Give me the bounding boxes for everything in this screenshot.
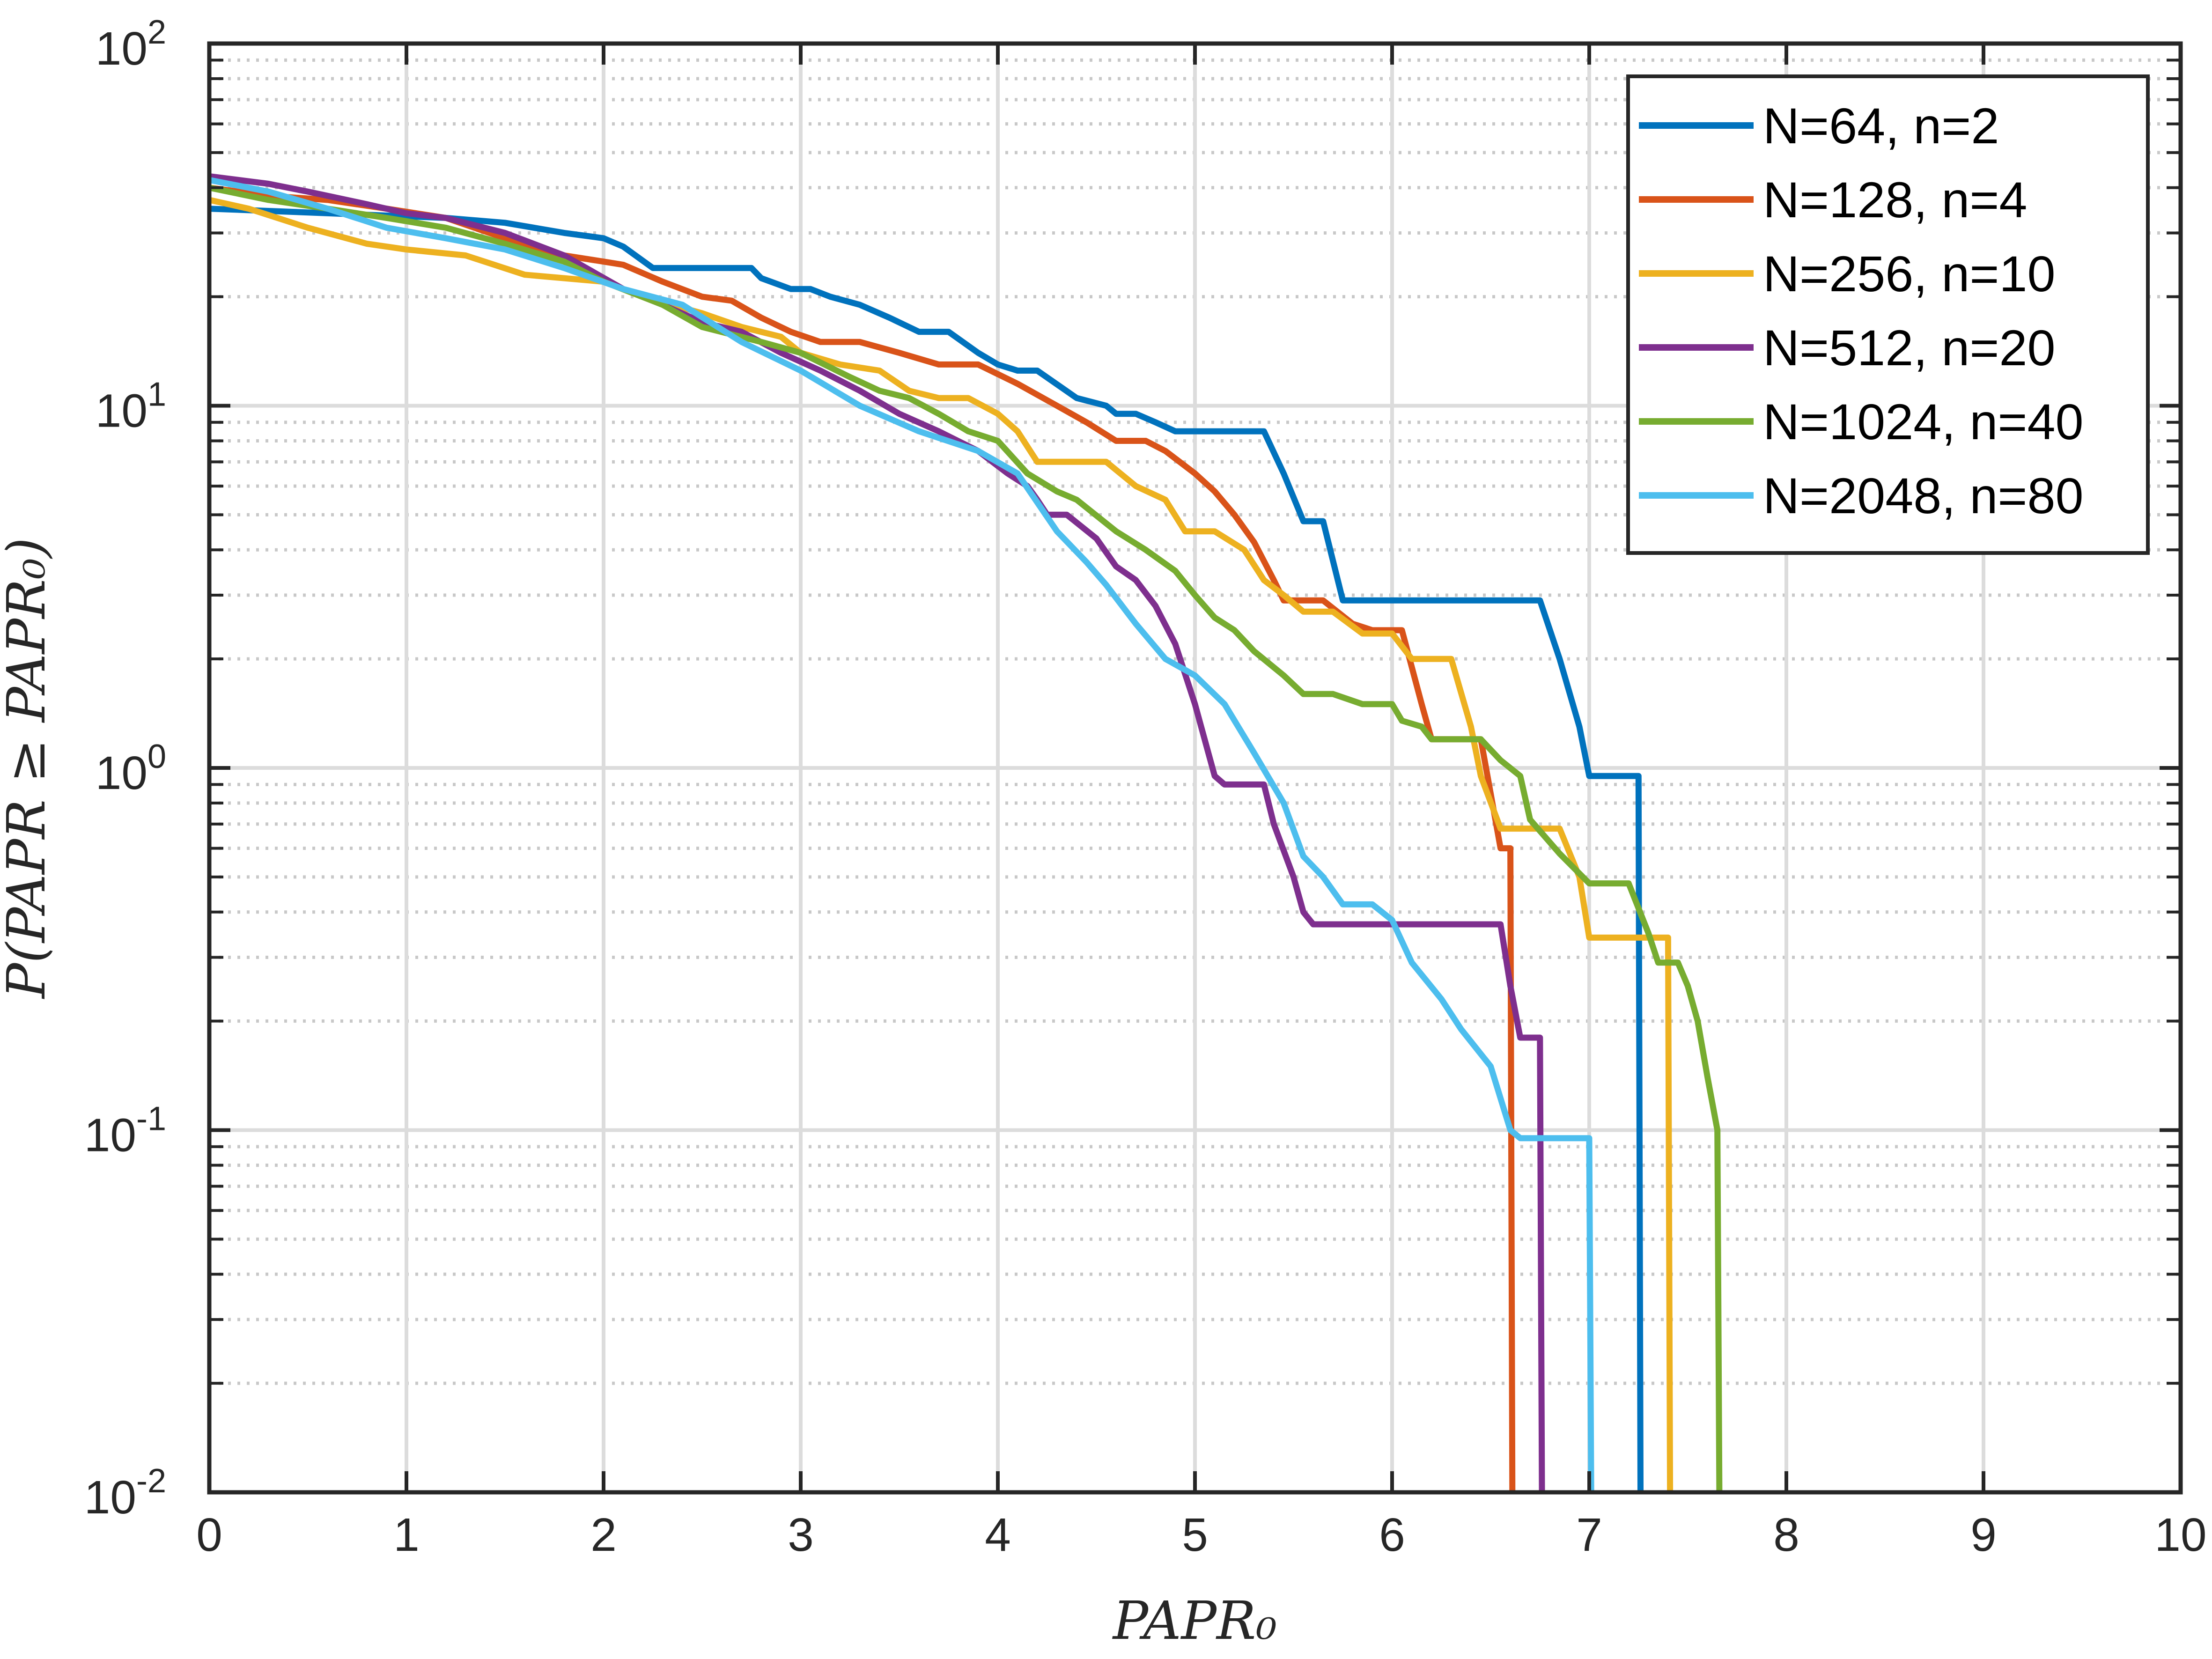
series-layer — [209, 173, 1723, 1492]
y-tick-label: 100 — [96, 738, 166, 799]
x-tick-label: 1 — [393, 1509, 420, 1561]
series-line-2 — [209, 184, 1516, 1492]
x-tick-label: 2 — [590, 1509, 617, 1561]
legend-label-3: N=256, n=10 — [1763, 245, 2056, 302]
x-tick-label: 3 — [788, 1509, 814, 1561]
series-line-5 — [209, 184, 1723, 1492]
x-tick-labels: 0 1 2 3 4 5 6 7 8 9 10 — [196, 1509, 2206, 1561]
x-tick-label: 9 — [1970, 1509, 1997, 1561]
y-tick-label: 10-2 — [84, 1462, 166, 1524]
legend-label-5: N=1024, n=40 — [1763, 393, 2084, 450]
y-tick-label: 101 — [96, 376, 166, 437]
legend: N=64, n=2 N=128, n=4 N=256, n=10 N=512, n=2… — [1626, 74, 2150, 555]
y-tick-labels: 10-2 10-1 100 101 102 — [84, 14, 166, 1524]
x-tick-label: 5 — [1182, 1509, 1208, 1561]
y-axis-label: P(PAPR ≥ PAPR₀) — [0, 538, 57, 999]
legend-label-2: N=128, n=4 — [1763, 171, 2027, 228]
legend-label-6: N=2048, n=80 — [1763, 467, 2084, 524]
x-tick-label: 8 — [1773, 1509, 1799, 1561]
legend-label-4: N=512, n=20 — [1763, 319, 2056, 376]
x-tick-label: 10 — [2154, 1509, 2206, 1561]
series-line-6 — [209, 177, 1594, 1492]
legend-label-1: N=64, n=2 — [1763, 97, 1999, 154]
x-tick-label: 7 — [1576, 1509, 1602, 1561]
axis-ticks — [207, 42, 2183, 1494]
series-line-1 — [209, 206, 1644, 1492]
x-tick-label: 0 — [196, 1509, 222, 1561]
x-tick-label: 4 — [985, 1509, 1011, 1561]
y-tick-label: 102 — [96, 14, 166, 75]
x-tick-label: 6 — [1379, 1509, 1405, 1561]
y-tick-label: 10-1 — [84, 1100, 166, 1162]
legend-box — [1626, 74, 2150, 555]
x-axis-label: PAPR₀ — [1112, 1591, 1277, 1652]
